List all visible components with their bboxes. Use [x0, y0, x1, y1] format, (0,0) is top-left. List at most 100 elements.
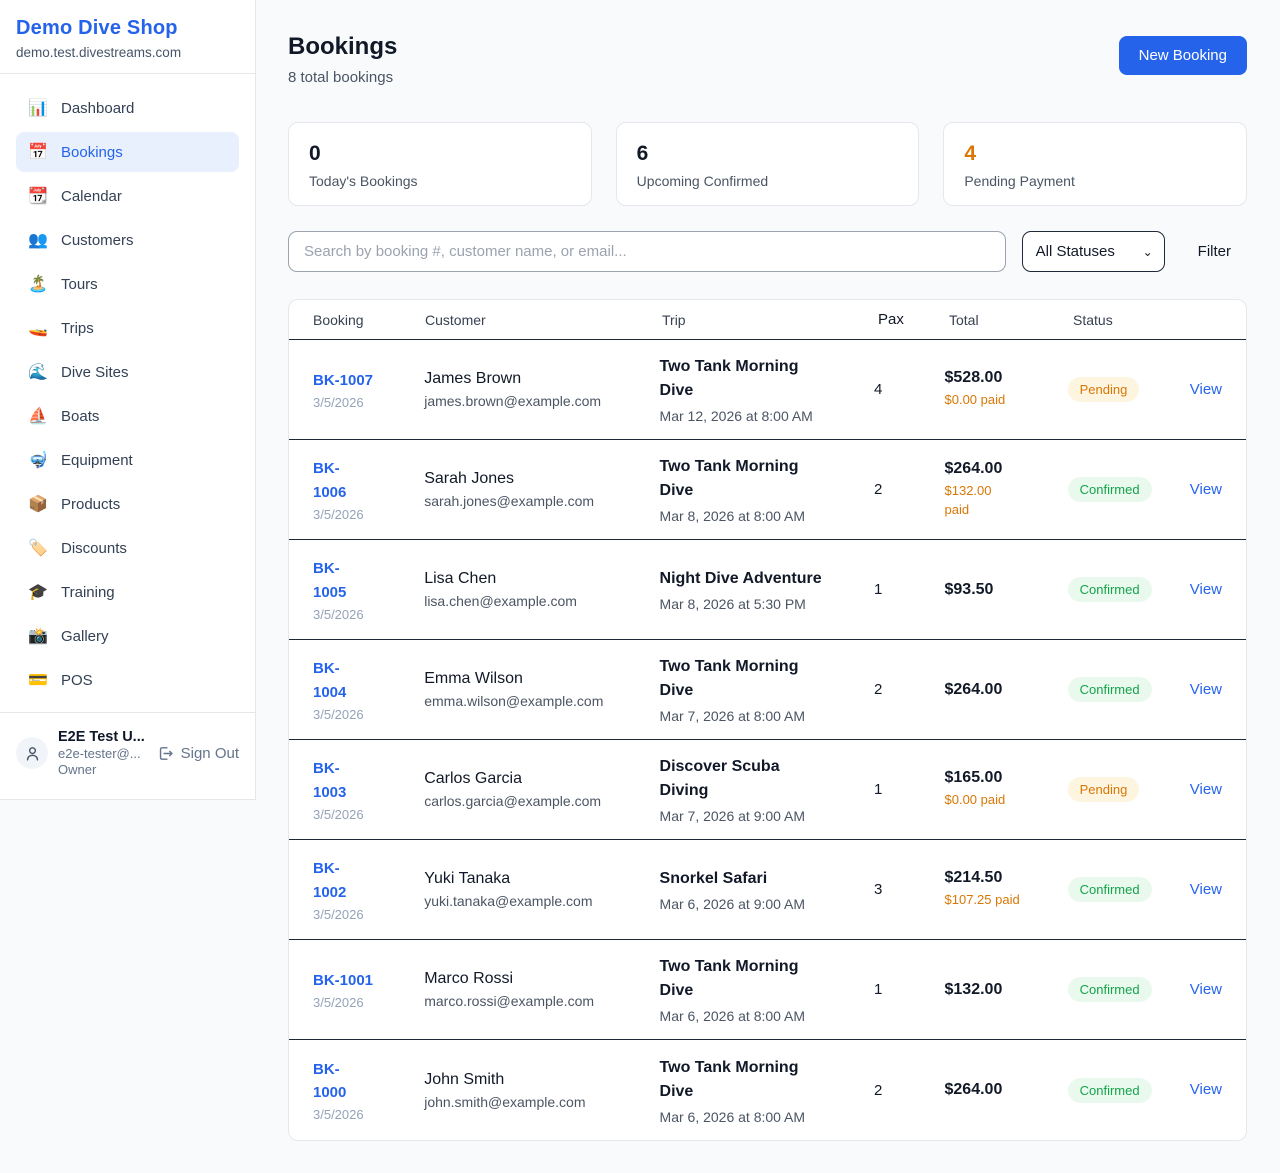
sidebar-item-trips[interactable]: 🚤 Trips	[16, 308, 239, 348]
search-input[interactable]	[288, 231, 1006, 272]
paid-amount: $132.00 paid	[944, 482, 992, 517]
customer-name: Emma Wilson	[424, 670, 523, 687]
pax-count: 4	[874, 381, 883, 398]
stat-value: 6	[636, 142, 649, 165]
trip-time: Mar 8, 2026 at 5:30 PM	[659, 596, 806, 612]
stat-value: 0	[309, 142, 321, 165]
sidebar-item-customers[interactable]: 👥 Customers	[16, 220, 239, 260]
booking-id-link[interactable]: BK- 1003	[313, 760, 347, 801]
customer-name: Sarah Jones	[424, 470, 515, 487]
sidebar-item-discounts[interactable]: 🏷️ Discounts	[16, 528, 239, 568]
tours-icon: 🏝️	[28, 276, 48, 293]
pax-count: 2	[874, 681, 883, 698]
sidebar-item-boats[interactable]: ⛵ Boats	[16, 396, 239, 436]
trip-name: Two Tank Morning Dive	[659, 958, 799, 999]
sidebar-item-label: Boats	[61, 407, 100, 425]
sidebar-item-tours[interactable]: 🏝️ Tours	[16, 264, 239, 304]
table-row: BK- 1003 3/5/2026 Carlos Garcia carlos.g…	[289, 740, 1246, 840]
sidebar-item-label: Gallery	[61, 627, 109, 645]
booking-id-link[interactable]: BK- 1005	[313, 560, 347, 601]
booking-id-link[interactable]: BK- 1000	[313, 1060, 347, 1101]
sidebar-item-label: Bookings	[61, 143, 123, 161]
customer-email: john.smith@example.com	[424, 1093, 586, 1110]
avatar	[16, 737, 48, 769]
view-link[interactable]: View	[1189, 380, 1222, 398]
table-row: BK- 1002 3/5/2026 Yuki Tanaka yuki.tanak…	[289, 840, 1246, 940]
total-amount: $214.50	[944, 869, 1003, 887]
total-amount: $165.00	[944, 769, 1003, 787]
sidebar-item-label: Discounts	[61, 539, 127, 557]
trip-name: Two Tank Morning Dive	[659, 458, 799, 499]
page-title: Bookings	[288, 33, 398, 60]
sign-out-icon	[159, 746, 173, 760]
chevron-down-icon: ⌄	[1142, 244, 1153, 259]
sidebar-item-dive-sites[interactable]: 🌊 Dive Sites	[16, 352, 239, 392]
view-link[interactable]: View	[1189, 980, 1222, 998]
sidebar-item-bookings[interactable]: 📅 Bookings	[16, 132, 239, 172]
status-badge: Confirmed	[1067, 977, 1152, 1002]
customer-email: sarah.jones@example.com	[424, 493, 595, 509]
trip-name: Snorkel Safari	[659, 870, 768, 887]
total-amount: $132.00	[944, 980, 1003, 998]
sidebar-item-label: Dashboard	[61, 99, 135, 117]
equipment-icon: 🤿	[28, 452, 48, 469]
main-content: Bookings 8 total bookings New Booking 0 …	[256, 0, 1280, 1173]
customer-email: emma.wilson@example.com	[424, 693, 604, 709]
view-link[interactable]: View	[1189, 480, 1222, 498]
status-badge: Confirmed	[1067, 677, 1152, 702]
filter-row: All Statuses ⌄ Filter	[288, 231, 1247, 272]
col-header-status: Status	[1073, 311, 1113, 328]
status-badge: Confirmed	[1067, 877, 1152, 902]
table-row: BK-1007 3/5/2026 James Brown james.brown…	[289, 340, 1246, 440]
table-row: BK- 1004 3/5/2026 Emma Wilson emma.wilso…	[289, 640, 1246, 740]
trips-icon: 🚤	[28, 320, 48, 337]
view-link[interactable]: View	[1189, 780, 1222, 798]
stat-label: Pending Payment	[964, 173, 1075, 189]
sidebar-item-calendar[interactable]: 📆 Calendar	[16, 176, 239, 216]
new-booking-button[interactable]: New Booking	[1118, 36, 1247, 75]
customer-name: Lisa Chen	[424, 570, 497, 587]
sidebar-item-label: Calendar	[61, 187, 122, 205]
status-select[interactable]: All Statuses ⌄	[1021, 231, 1165, 272]
sidebar-item-equipment[interactable]: 🤿 Equipment	[16, 440, 239, 480]
sidebar-item-products[interactable]: 📦 Products	[16, 484, 239, 524]
page-header: Bookings 8 total bookings New Booking	[288, 33, 1247, 86]
trip-name: Night Dive Adventure	[659, 570, 822, 587]
booking-id-link[interactable]: BK-1007	[313, 371, 374, 389]
view-link[interactable]: View	[1189, 880, 1222, 898]
trip-time: Mar 12, 2026 at 8:00 AM	[659, 408, 813, 424]
total-amount: $93.50	[944, 580, 994, 598]
sidebar: Demo Dive Shop demo.test.divestreams.com…	[0, 0, 256, 800]
customer-name: Yuki Tanaka	[424, 870, 511, 887]
paid-amount: $0.00 paid	[944, 392, 1006, 408]
view-link[interactable]: View	[1189, 680, 1222, 698]
sidebar-item-gallery[interactable]: 📸 Gallery	[16, 616, 239, 656]
trip-name: Two Tank Morning Dive	[659, 658, 799, 699]
booking-id-link[interactable]: BK- 1004	[313, 660, 347, 701]
booking-date: 3/5/2026	[313, 606, 364, 622]
booking-date: 3/5/2026	[313, 906, 364, 922]
user-email: e2e-tester@...	[58, 746, 141, 761]
table-row: BK- 1005 3/5/2026 Lisa Chen lisa.chen@ex…	[289, 540, 1246, 640]
customer-name: Marco Rossi	[424, 970, 514, 987]
view-link[interactable]: View	[1189, 580, 1222, 598]
trip-time: Mar 7, 2026 at 8:00 AM	[659, 708, 806, 724]
trip-time: Mar 6, 2026 at 9:00 AM	[659, 896, 806, 912]
paid-amount: $107.25 paid	[944, 892, 1020, 908]
stat-label: Upcoming Confirmed	[636, 173, 769, 189]
booking-id-link[interactable]: BK- 1002	[313, 860, 347, 901]
page-subtitle: 8 total bookings	[288, 69, 394, 86]
filter-button[interactable]: Filter	[1197, 243, 1231, 260]
booking-id-link[interactable]: BK-1001	[313, 971, 374, 989]
booking-id-link[interactable]: BK- 1006	[313, 460, 347, 501]
sidebar-item-dashboard[interactable]: 📊 Dashboard	[16, 88, 239, 128]
pos-icon: 💳	[28, 672, 48, 689]
sidebar-item-training[interactable]: 🎓 Training	[16, 572, 239, 612]
user-info: E2E Test U... e2e-tester@... Owner	[58, 729, 147, 777]
sidebar-item-pos[interactable]: 💳 POS	[16, 660, 239, 700]
status-select-value: All Statuses	[1035, 243, 1115, 260]
trip-time: Mar 6, 2026 at 8:00 AM	[659, 1108, 806, 1125]
view-link[interactable]: View	[1189, 1081, 1222, 1098]
booking-date: 3/5/2026	[313, 1107, 364, 1123]
sign-out-button[interactable]: Sign Out	[157, 745, 239, 762]
